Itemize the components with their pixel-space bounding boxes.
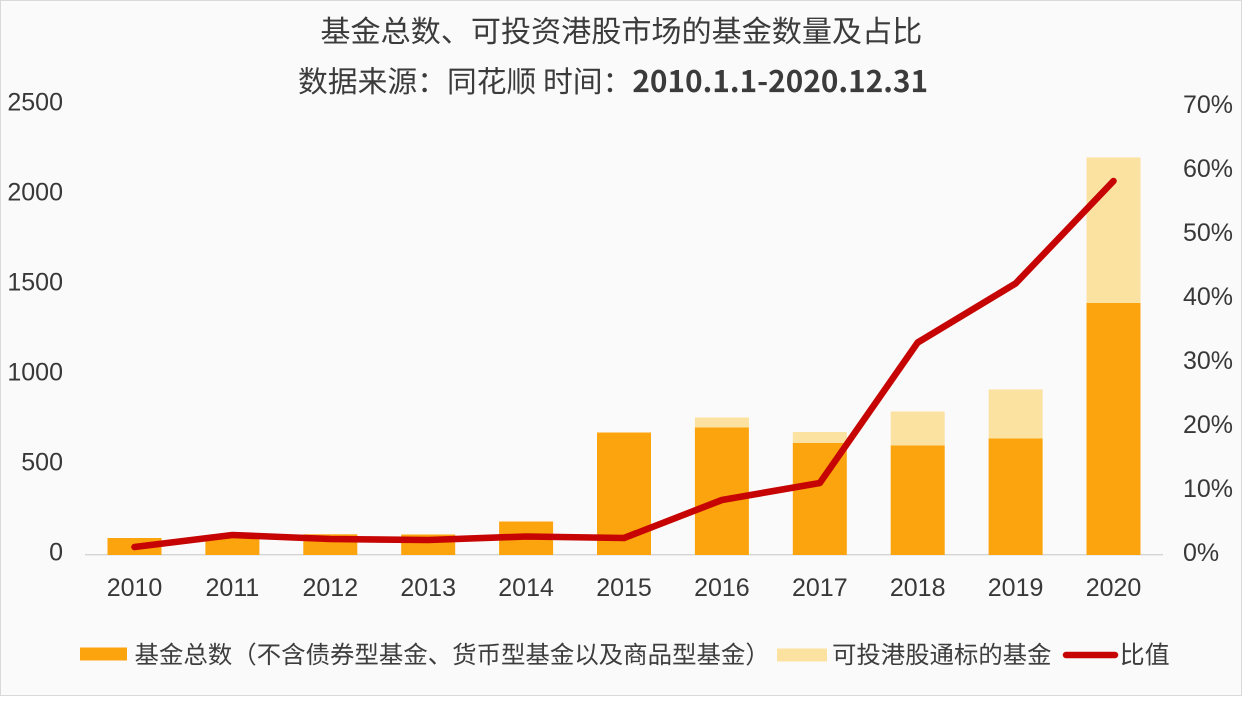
svg-text:2500: 2500 (7, 89, 63, 117)
svg-text:1500: 1500 (7, 269, 63, 297)
svg-text:50%: 50% (1183, 219, 1233, 247)
svg-text:2018: 2018 (890, 574, 946, 602)
svg-text:0%: 0% (1183, 539, 1219, 567)
svg-text:2016: 2016 (694, 574, 750, 602)
svg-text:2010: 2010 (107, 574, 163, 602)
svg-text:20%: 20% (1183, 411, 1233, 439)
svg-text:2020: 2020 (1086, 574, 1142, 602)
svg-text:500: 500 (21, 449, 63, 477)
svg-text:60%: 60% (1183, 155, 1233, 183)
svg-text:70%: 70% (1183, 91, 1233, 119)
svg-text:2015: 2015 (596, 574, 652, 602)
svg-text:2019: 2019 (988, 574, 1044, 602)
svg-text:2014: 2014 (498, 574, 554, 602)
svg-text:2017: 2017 (792, 574, 848, 602)
svg-text:0: 0 (49, 539, 63, 567)
svg-text:2012: 2012 (302, 574, 358, 602)
svg-text:2013: 2013 (400, 574, 456, 602)
svg-text:10%: 10% (1183, 475, 1233, 503)
svg-text:2011: 2011 (206, 574, 260, 602)
svg-text:40%: 40% (1183, 283, 1233, 311)
svg-text:2000: 2000 (7, 179, 63, 207)
svg-text:1000: 1000 (7, 359, 63, 387)
svg-text:30%: 30% (1183, 347, 1233, 375)
